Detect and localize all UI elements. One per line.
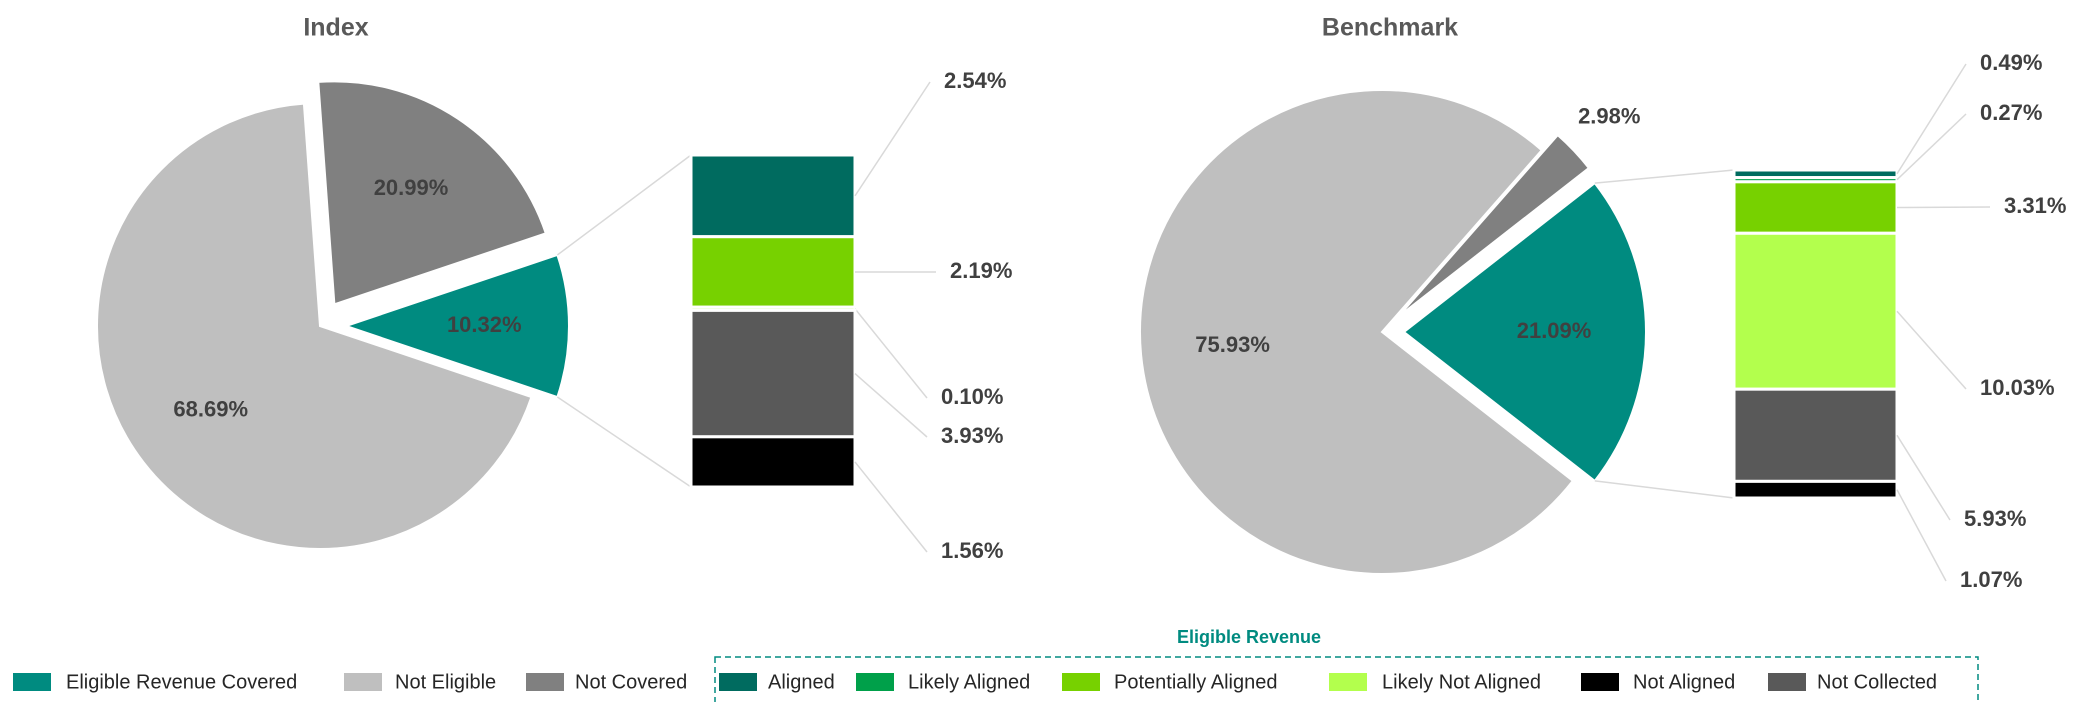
legend-label: Aligned [768, 671, 835, 693]
segment-label: 1.56% [941, 538, 1003, 563]
segment-label: 0.10% [941, 384, 1003, 409]
leader-line [1897, 435, 1950, 520]
slice-label: 10.32% [447, 312, 522, 337]
leader-line [855, 82, 930, 196]
legend-swatch [1768, 673, 1806, 691]
bar-segment [691, 437, 855, 487]
segment-label: 1.07% [1960, 567, 2022, 592]
legend-group-title: Eligible Revenue [1177, 627, 1321, 647]
legend-swatch [856, 673, 894, 691]
segment-label: 2.19% [950, 258, 1012, 283]
connector [1595, 481, 1734, 498]
segment-label: 3.93% [941, 423, 1003, 448]
legend-label: Not Covered [575, 671, 687, 693]
slice-label: 75.93% [1195, 332, 1270, 357]
leader-line [1897, 64, 1966, 174]
legend-swatch [526, 673, 564, 691]
legend-label: Not Aligned [1633, 671, 1735, 693]
legend-label: Not Eligible [395, 671, 496, 693]
leader-line [855, 309, 927, 398]
leader-line [1897, 207, 1990, 208]
bar-segment [691, 155, 855, 237]
bar-segment [1734, 481, 1897, 498]
legend-label: Eligible Revenue Covered [66, 671, 297, 693]
segment-label: 0.49% [1980, 50, 2042, 75]
leader-line [1897, 311, 1966, 389]
legend-swatch [1581, 673, 1619, 691]
bar-segment [1734, 182, 1897, 233]
leader-line [1897, 490, 1946, 581]
segment-label: 10.03% [1980, 375, 2055, 400]
bar-segment [1734, 389, 1897, 481]
legend-swatch [1062, 673, 1100, 691]
bar-segment [691, 310, 855, 436]
chart-title: Index [303, 14, 368, 42]
legend-label: Likely Not Aligned [1382, 671, 1541, 693]
legend-swatch [719, 673, 757, 691]
slice-label: 68.69% [173, 397, 248, 422]
leader-line [855, 462, 927, 552]
leader-line [1897, 114, 1966, 180]
legend-swatch [13, 673, 51, 691]
slice-label: 2.98% [1578, 103, 1640, 128]
connector [557, 397, 691, 487]
slice-label: 20.99% [374, 175, 449, 200]
legend-label: Potentially Aligned [1114, 671, 1277, 693]
chart-title: Benchmark [1322, 14, 1458, 42]
segment-label: 3.31% [2004, 193, 2066, 218]
segment-label: 2.54% [944, 68, 1006, 93]
slice-label: 21.09% [1517, 318, 1592, 343]
connector [1595, 170, 1734, 183]
legend-swatch [344, 673, 382, 691]
leader-line [855, 374, 927, 437]
bar-segment [691, 237, 855, 307]
legend-label: Not Collected [1817, 671, 1937, 693]
segment-label: 0.27% [1980, 100, 2042, 125]
connector [557, 155, 691, 255]
bar-segment [1734, 233, 1897, 389]
segment-label: 5.93% [1964, 506, 2026, 531]
legend-label: Likely Aligned [908, 671, 1030, 693]
legend-swatch [1329, 673, 1367, 691]
